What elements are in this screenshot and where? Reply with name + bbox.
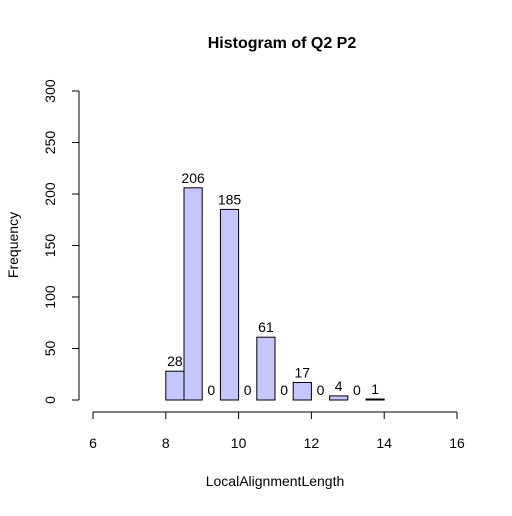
bar-data-label: 0 bbox=[207, 382, 215, 398]
bar-data-label: 61 bbox=[258, 319, 274, 335]
y-axis-tick-label: 50 bbox=[42, 341, 58, 357]
y-axis-tick-label: 250 bbox=[42, 131, 58, 155]
bar-data-label: 0 bbox=[353, 382, 361, 398]
y-axis-tick-label: 300 bbox=[42, 79, 58, 103]
y-axis-tick-label: 0 bbox=[42, 396, 58, 404]
y-axis: 0 50 100 150 200 250 300 bbox=[42, 79, 80, 404]
x-axis-tick-label: 14 bbox=[376, 435, 392, 451]
histogram-bar bbox=[256, 336, 276, 401]
x-axis-tick-label: 10 bbox=[231, 435, 247, 451]
bar-data-label: 28 bbox=[167, 353, 183, 369]
bar-data-label: 1 bbox=[371, 381, 379, 397]
bar-data-label: 206 bbox=[181, 170, 205, 186]
chart-title: Histogram of Q2 P2 bbox=[208, 35, 357, 52]
x-axis-tick-label: 8 bbox=[162, 435, 170, 451]
x-axis: 6 8 10 12 14 16 bbox=[89, 411, 465, 451]
bars-layer bbox=[165, 187, 385, 401]
bar-data-label: 17 bbox=[295, 365, 311, 381]
y-axis-tick-label: 200 bbox=[42, 182, 58, 206]
y-axis-tick-label: 150 bbox=[42, 234, 58, 258]
histogram-bar bbox=[165, 370, 185, 401]
x-axis-tick-label: 16 bbox=[449, 435, 465, 451]
x-axis-tick-label: 6 bbox=[89, 435, 97, 451]
x-axis-label: LocalAlignmentLength bbox=[206, 473, 345, 489]
bar-data-label: 0 bbox=[317, 382, 325, 398]
bar-data-label: 4 bbox=[335, 378, 343, 394]
x-axis-tick-label: 12 bbox=[304, 435, 320, 451]
bar-data-label: 185 bbox=[218, 191, 242, 207]
histogram-bar bbox=[329, 395, 349, 401]
y-axis-label: Frequency bbox=[5, 212, 21, 278]
histogram-bar bbox=[292, 382, 312, 401]
histogram-bar bbox=[365, 398, 385, 401]
bar-data-label: 0 bbox=[244, 382, 252, 398]
histogram-bar bbox=[219, 208, 240, 401]
histogram-bar bbox=[183, 187, 203, 401]
y-axis-tick-label: 100 bbox=[42, 285, 58, 309]
bar-data-label: 0 bbox=[280, 382, 288, 398]
